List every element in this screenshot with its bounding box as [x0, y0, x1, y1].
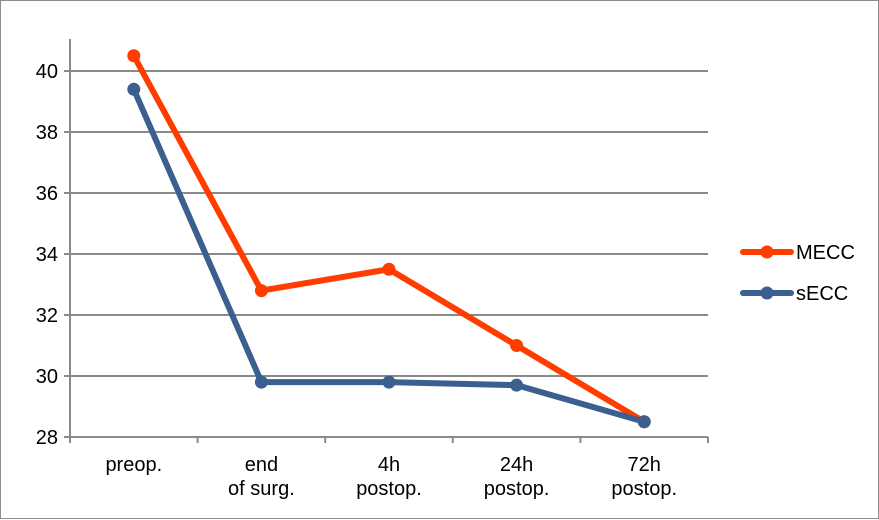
legend-marker-MECC: [760, 245, 774, 259]
y-tick-label: 40: [36, 61, 58, 83]
legend-label-sECC: sECC: [796, 283, 848, 305]
data-point-MECC: [127, 49, 141, 63]
data-point-sECC: [382, 375, 396, 389]
series-lines: [127, 49, 651, 429]
data-point-sECC: [637, 415, 651, 429]
y-tick-label: 28: [36, 427, 58, 449]
x-tick-label: 24h postop.: [484, 454, 550, 500]
legend: MECC sECC: [740, 242, 855, 305]
legend-marker-sECC: [760, 286, 774, 300]
series-line-sECC: [130, 86, 648, 425]
data-point-MECC: [254, 284, 268, 298]
x-tick-label: 72h postop.: [611, 454, 677, 500]
data-point-sECC: [127, 82, 141, 96]
data-point-MECC: [382, 262, 396, 276]
y-tick-label: 30: [36, 366, 58, 388]
y-tick-label: 38: [36, 122, 58, 144]
x-tick-label: end of surg.: [228, 454, 295, 500]
x-tick-label: 4h postop.: [356, 454, 422, 500]
y-tick-labels: 28 30 32 34 36 38 40: [36, 61, 58, 449]
y-tick-label: 34: [36, 244, 58, 266]
x-tick-label: preop.: [105, 454, 162, 476]
axes: [64, 39, 709, 443]
y-tick-label: 32: [36, 305, 58, 327]
data-point-sECC: [254, 375, 268, 389]
data-point-sECC: [510, 378, 524, 392]
x-tick-labels: preop. end of surg. 4h postop. 24h postop. 72h p…: [105, 454, 677, 500]
series-line-MECC: [130, 52, 648, 425]
legend-label-MECC: MECC: [796, 242, 855, 264]
data-point-MECC: [510, 339, 524, 352]
y-tick-label: 36: [36, 183, 58, 205]
